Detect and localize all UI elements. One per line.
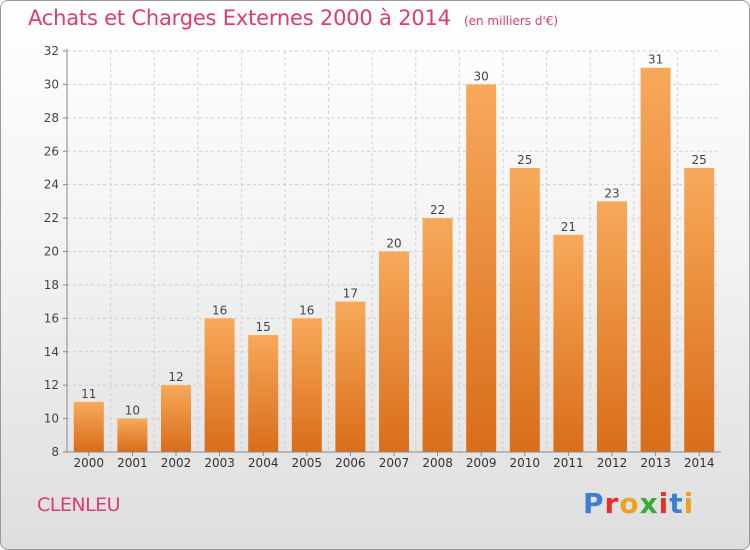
bar <box>73 401 104 452</box>
bar <box>335 301 366 452</box>
title-row: Achats et Charges Externes 2000 à 2014 (… <box>28 6 558 30</box>
x-tick-label: 2012 <box>597 456 628 470</box>
bar-value-label: 21 <box>561 220 576 234</box>
proxiti-logo[interactable]: Proxiti <box>583 487 694 520</box>
y-tick-label: 16 <box>44 311 59 325</box>
y-tick-label: 12 <box>44 378 59 392</box>
chart-title: Achats et Charges Externes 2000 à 2014 <box>28 6 451 30</box>
bar <box>597 201 627 452</box>
x-tick-label: 2009 <box>466 456 497 470</box>
logo-letter: r <box>604 487 620 520</box>
x-tick-label: 2011 <box>553 456 584 470</box>
logo-letter: P <box>583 487 605 520</box>
x-tick-label: 2004 <box>248 456 279 470</box>
y-tick-label: 18 <box>44 278 59 292</box>
bar <box>684 167 715 453</box>
bar-value-label: 25 <box>692 153 707 167</box>
bar <box>161 385 191 452</box>
logo-letter: o <box>619 487 640 520</box>
y-tick-label: 30 <box>44 77 59 91</box>
x-tick-label: 2010 <box>510 456 541 470</box>
x-tick-label: 2006 <box>335 456 366 470</box>
bar-value-label: 16 <box>299 303 314 317</box>
y-tick-label: 10 <box>44 412 59 426</box>
bar-value-label: 20 <box>386 237 401 251</box>
y-tick-label: 24 <box>44 178 59 192</box>
bar-value-label: 12 <box>168 370 183 384</box>
x-tick-label: 2005 <box>292 456 323 470</box>
chart-subtitle: (en milliers d'€) <box>463 14 559 28</box>
bar-value-label: 10 <box>125 404 140 418</box>
x-tick-label: 2008 <box>422 456 453 470</box>
bar-value-label: 25 <box>517 153 532 167</box>
logo-letter: i <box>683 487 695 520</box>
y-tick-label: 22 <box>44 211 59 225</box>
bar <box>248 335 279 452</box>
x-tick-label: 2013 <box>640 456 671 470</box>
bar-value-label: 11 <box>81 387 96 401</box>
bar <box>291 318 322 452</box>
y-tick-label: 26 <box>44 144 59 158</box>
bar <box>422 218 453 452</box>
place-name: CLENLEU <box>37 494 121 516</box>
x-tick-label: 2002 <box>161 456 192 470</box>
bar <box>640 67 671 452</box>
bar-value-label: 30 <box>474 69 489 83</box>
bar-value-label: 16 <box>212 303 227 317</box>
bar-value-label: 17 <box>343 287 358 301</box>
y-tick-label: 28 <box>44 111 59 125</box>
bar-value-label: 22 <box>430 203 445 217</box>
bar-value-label: 23 <box>604 186 619 200</box>
bar <box>553 234 584 452</box>
bar <box>509 167 540 453</box>
x-tick-label: 2001 <box>117 456 148 470</box>
y-tick-label: 20 <box>44 245 59 259</box>
y-tick-label: 32 <box>44 44 59 58</box>
x-tick-label: 2000 <box>74 456 105 470</box>
x-tick-label: 2003 <box>204 456 235 470</box>
bar <box>466 84 497 453</box>
y-tick-label: 14 <box>44 345 59 359</box>
axis-layer: 8 10 12 14 16 18 20 22 24 26 28 30 32 2000 2001 2002 200… <box>44 44 721 470</box>
x-tick-label: 2007 <box>379 456 410 470</box>
y-tick-label: 8 <box>51 445 59 459</box>
bar-value-label: 15 <box>256 320 271 334</box>
bar <box>379 251 409 452</box>
logo-letter: x <box>639 487 659 520</box>
logo-letter: t <box>669 487 684 520</box>
bars-layer: 11 10 12 16 15 16 17 20 22 30 25 21 23 31 25 <box>73 53 715 453</box>
bar <box>204 318 235 452</box>
x-tick-label: 2014 <box>684 456 715 470</box>
bar <box>117 418 148 452</box>
bar-value-label: 31 <box>648 53 663 67</box>
logo-letter: i <box>658 487 670 520</box>
